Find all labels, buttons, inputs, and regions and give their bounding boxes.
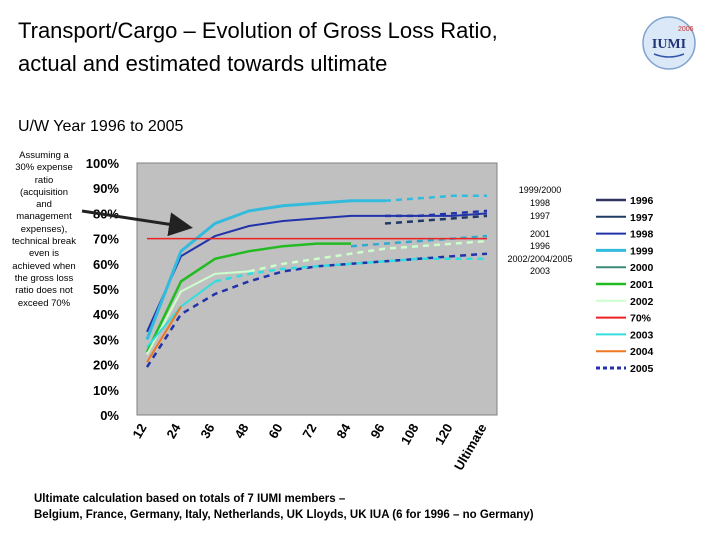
note-line: exceed 70% <box>17 297 71 309</box>
legend-label: 2004 <box>630 346 654 358</box>
x-tick-label: 108 <box>398 421 422 447</box>
x-tick-label: 36 <box>197 421 217 441</box>
x-tick-label: 12 <box>129 421 149 441</box>
plot-area <box>136 162 498 416</box>
series-annotation: 2003 <box>530 266 550 276</box>
legend-label: 2003 <box>630 329 654 341</box>
projection-line <box>214 257 487 283</box>
legend-label: 70% <box>630 313 652 325</box>
series-annotation: 1998 <box>530 198 550 208</box>
note-line: expenses), <box>20 223 68 235</box>
page-title: Transport/Cargo – Evolution of Gross Los… <box>18 14 638 80</box>
x-tick-label: 120 <box>432 421 456 447</box>
legend-label: 1999 <box>630 245 654 257</box>
note-line: ratio does not <box>15 285 73 297</box>
legend-label: 1996 <box>630 195 654 207</box>
note-line: and <box>36 199 52 211</box>
legend-label: 2000 <box>630 262 654 274</box>
title-line-2: actual and estimated towards ultimate <box>18 51 388 76</box>
x-tick-label: 72 <box>299 421 319 441</box>
note-line: achieved when <box>12 260 76 272</box>
x-tick-label: 24 <box>163 420 184 441</box>
x-tick-label: 96 <box>367 421 387 441</box>
x-tick-label: 84 <box>333 420 354 441</box>
note-line: the gross loss <box>14 272 74 284</box>
logo-year: 2006 <box>678 26 694 33</box>
y-tick-label: 100% <box>86 156 120 171</box>
break-even-note: Assuming a 30% expense ratio (acquisition an… <box>6 150 82 310</box>
y-tick-label: 60% <box>93 257 119 272</box>
legend-label: 1998 <box>630 229 654 241</box>
series-annotation: 1999/2000 <box>519 185 562 195</box>
projection-line <box>248 239 488 273</box>
footer-line-2: Belgium, France, Germany, Italy, Netherl… <box>34 509 534 521</box>
footer-line-1: Ultimate calculation based on totals of … <box>34 493 346 505</box>
note-line: 30% expense <box>15 162 73 174</box>
projection-line <box>350 234 488 248</box>
note-line: management <box>16 211 72 223</box>
x-tick-label: 48 <box>231 421 251 441</box>
note-line: even is <box>28 248 60 260</box>
legend-label: 1997 <box>630 212 654 224</box>
y-tick-label: 0% <box>100 408 119 423</box>
series-line <box>146 306 182 363</box>
series-annotation: 1996 <box>530 241 550 251</box>
projection-line <box>145 252 488 368</box>
legend-label: 2001 <box>630 279 654 291</box>
legend-label: 2005 <box>630 363 654 375</box>
y-tick-label: 90% <box>93 181 119 196</box>
y-tick-label: 30% <box>93 332 119 347</box>
note-line: (acquisition <box>19 186 69 198</box>
y-tick-label: 10% <box>93 383 119 398</box>
x-tick-label: 60 <box>265 421 285 441</box>
series-line <box>146 270 250 355</box>
series-annotation: 1997 <box>530 211 550 221</box>
legend-label: 2002 <box>630 296 654 308</box>
break-even-arrow <box>81 209 193 237</box>
y-tick-label: 50% <box>93 282 119 297</box>
footer-note: Ultimate calculation based on totals of … <box>34 491 714 523</box>
y-tick-label: 20% <box>93 358 119 373</box>
title-line-1: Transport/Cargo – Evolution of Gross Los… <box>18 18 498 43</box>
y-tick-label: 70% <box>93 232 119 247</box>
y-tick-label: 40% <box>93 307 119 322</box>
series-annotation: 2002/2004/2005 <box>507 254 572 264</box>
logo-text: IUMI <box>652 37 686 52</box>
chart-subtitle: U/W Year 1996 to 2005 <box>18 118 184 135</box>
note-line: ratio <box>34 174 54 186</box>
series-annotation: 2001 <box>530 229 550 239</box>
iumi-logo: 2006 IUMI <box>642 16 696 70</box>
note-line: Assuming a <box>19 150 69 161</box>
loss-ratio-chart: 100%90%80%70%60%50%40%30%20%10%0%1224364… <box>81 156 654 473</box>
series-line <box>145 242 351 353</box>
x-tick-label: Ultimate <box>451 421 490 473</box>
note-line: technical break <box>12 236 76 248</box>
series-line <box>146 212 488 333</box>
series-line <box>145 199 385 340</box>
